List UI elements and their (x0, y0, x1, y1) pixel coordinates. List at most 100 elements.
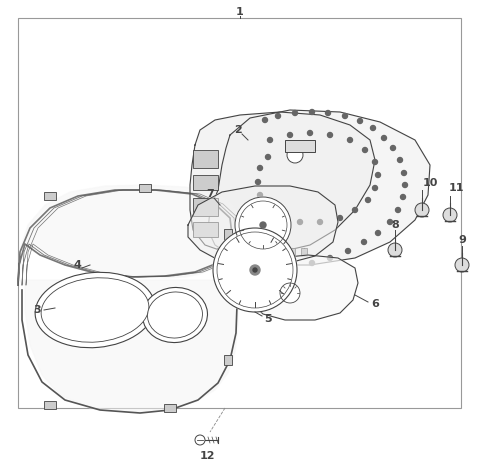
Polygon shape (18, 185, 240, 412)
Text: 7: 7 (206, 189, 214, 199)
Bar (265, 248, 271, 256)
Circle shape (217, 232, 293, 308)
Ellipse shape (147, 292, 203, 338)
Circle shape (397, 158, 403, 163)
Text: 9: 9 (458, 235, 466, 245)
Circle shape (273, 262, 277, 266)
Circle shape (401, 170, 407, 175)
Circle shape (276, 114, 280, 119)
Circle shape (260, 222, 266, 228)
Ellipse shape (143, 288, 207, 342)
Circle shape (288, 132, 292, 138)
Circle shape (375, 230, 381, 236)
Circle shape (255, 257, 261, 263)
Bar (193, 222, 218, 237)
Ellipse shape (443, 208, 457, 222)
Text: 12: 12 (199, 451, 215, 461)
Bar (139, 184, 151, 192)
Ellipse shape (41, 278, 149, 342)
Circle shape (337, 216, 343, 220)
Circle shape (403, 183, 408, 187)
Bar (241, 248, 247, 256)
Circle shape (241, 251, 247, 255)
Circle shape (387, 219, 393, 225)
Circle shape (310, 110, 314, 114)
Circle shape (400, 194, 406, 200)
Circle shape (231, 242, 237, 246)
Circle shape (327, 132, 333, 138)
Circle shape (391, 146, 396, 150)
Circle shape (325, 111, 331, 115)
Circle shape (287, 147, 303, 163)
Bar (193, 175, 218, 190)
Ellipse shape (388, 243, 402, 257)
Text: 1: 1 (236, 7, 244, 17)
Circle shape (265, 155, 271, 159)
Circle shape (213, 228, 297, 312)
Bar (18, 18, 461, 408)
Circle shape (317, 219, 323, 225)
Bar (229, 248, 235, 256)
Bar (224, 229, 232, 241)
Circle shape (253, 268, 257, 272)
Circle shape (267, 138, 273, 142)
Circle shape (372, 159, 377, 165)
Circle shape (235, 197, 291, 253)
Circle shape (362, 148, 368, 152)
Text: 10: 10 (422, 178, 438, 188)
Circle shape (346, 248, 350, 254)
Circle shape (310, 261, 314, 265)
Circle shape (365, 198, 371, 202)
Circle shape (250, 265, 260, 275)
Text: 11: 11 (448, 183, 464, 193)
Circle shape (279, 216, 285, 220)
Bar (193, 198, 218, 216)
Bar (193, 150, 218, 168)
Text: 6: 6 (371, 299, 379, 309)
Circle shape (372, 185, 377, 191)
Circle shape (239, 201, 287, 249)
Circle shape (257, 193, 263, 198)
Circle shape (371, 125, 375, 131)
Polygon shape (250, 255, 358, 320)
Circle shape (265, 205, 271, 210)
Polygon shape (208, 110, 430, 265)
Bar (253, 248, 259, 256)
Bar (44, 401, 56, 409)
Circle shape (280, 283, 300, 303)
Ellipse shape (415, 203, 429, 217)
Circle shape (348, 138, 352, 142)
Ellipse shape (35, 272, 155, 348)
Bar (44, 192, 56, 200)
Bar (217, 248, 223, 256)
Circle shape (361, 239, 367, 245)
Circle shape (298, 219, 302, 225)
Circle shape (382, 135, 386, 140)
Circle shape (352, 208, 358, 212)
Bar (289, 248, 295, 256)
Circle shape (292, 111, 298, 115)
Circle shape (343, 114, 348, 119)
Bar (224, 355, 232, 365)
Circle shape (257, 166, 263, 170)
Text: 8: 8 (391, 220, 399, 230)
Text: 5: 5 (264, 314, 272, 324)
Circle shape (358, 119, 362, 123)
Circle shape (308, 131, 312, 135)
Bar (285, 140, 315, 152)
Text: 2: 2 (234, 125, 242, 135)
Ellipse shape (455, 258, 469, 272)
Polygon shape (188, 186, 338, 266)
Bar (301, 248, 307, 256)
Text: 4: 4 (73, 260, 81, 270)
Circle shape (263, 117, 267, 123)
Text: 3: 3 (33, 305, 41, 315)
Bar (277, 248, 283, 256)
Circle shape (327, 255, 333, 261)
Circle shape (195, 435, 205, 445)
Polygon shape (190, 112, 375, 255)
Circle shape (290, 263, 296, 268)
Circle shape (255, 179, 261, 184)
Circle shape (375, 173, 381, 177)
Circle shape (396, 208, 400, 212)
